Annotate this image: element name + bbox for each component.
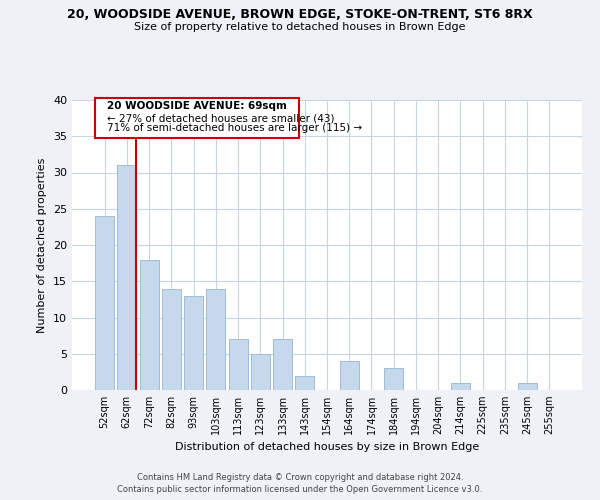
Text: 20, WOODSIDE AVENUE, BROWN EDGE, STOKE-ON-TRENT, ST6 8RX: 20, WOODSIDE AVENUE, BROWN EDGE, STOKE-O… [67,8,533,20]
Bar [384,368,403,390]
Bar [251,354,270,390]
Text: Contains HM Land Registry data © Crown copyright and database right 2024.: Contains HM Land Registry data © Crown c… [137,472,463,482]
Text: 20 WOODSIDE AVENUE: 69sqm: 20 WOODSIDE AVENUE: 69sqm [107,102,287,112]
Bar [206,288,225,390]
Bar [273,339,292,390]
Y-axis label: Number of detached properties: Number of detached properties [37,158,47,332]
Bar [162,288,181,390]
Text: Distribution of detached houses by size in Brown Edge: Distribution of detached houses by size … [175,442,479,452]
Text: ← 27% of detached houses are smaller (43): ← 27% of detached houses are smaller (43… [107,113,334,123]
FancyBboxPatch shape [95,98,299,138]
Bar [95,216,114,390]
Bar [340,361,359,390]
Bar [140,260,158,390]
Bar [295,376,314,390]
Bar [518,383,536,390]
Bar [118,165,136,390]
Text: Contains public sector information licensed under the Open Government Licence v3: Contains public sector information licen… [118,485,482,494]
Text: 71% of semi-detached houses are larger (115) →: 71% of semi-detached houses are larger (… [107,123,362,133]
Bar [451,383,470,390]
Bar [229,339,248,390]
Text: Size of property relative to detached houses in Brown Edge: Size of property relative to detached ho… [134,22,466,32]
Bar [184,296,203,390]
